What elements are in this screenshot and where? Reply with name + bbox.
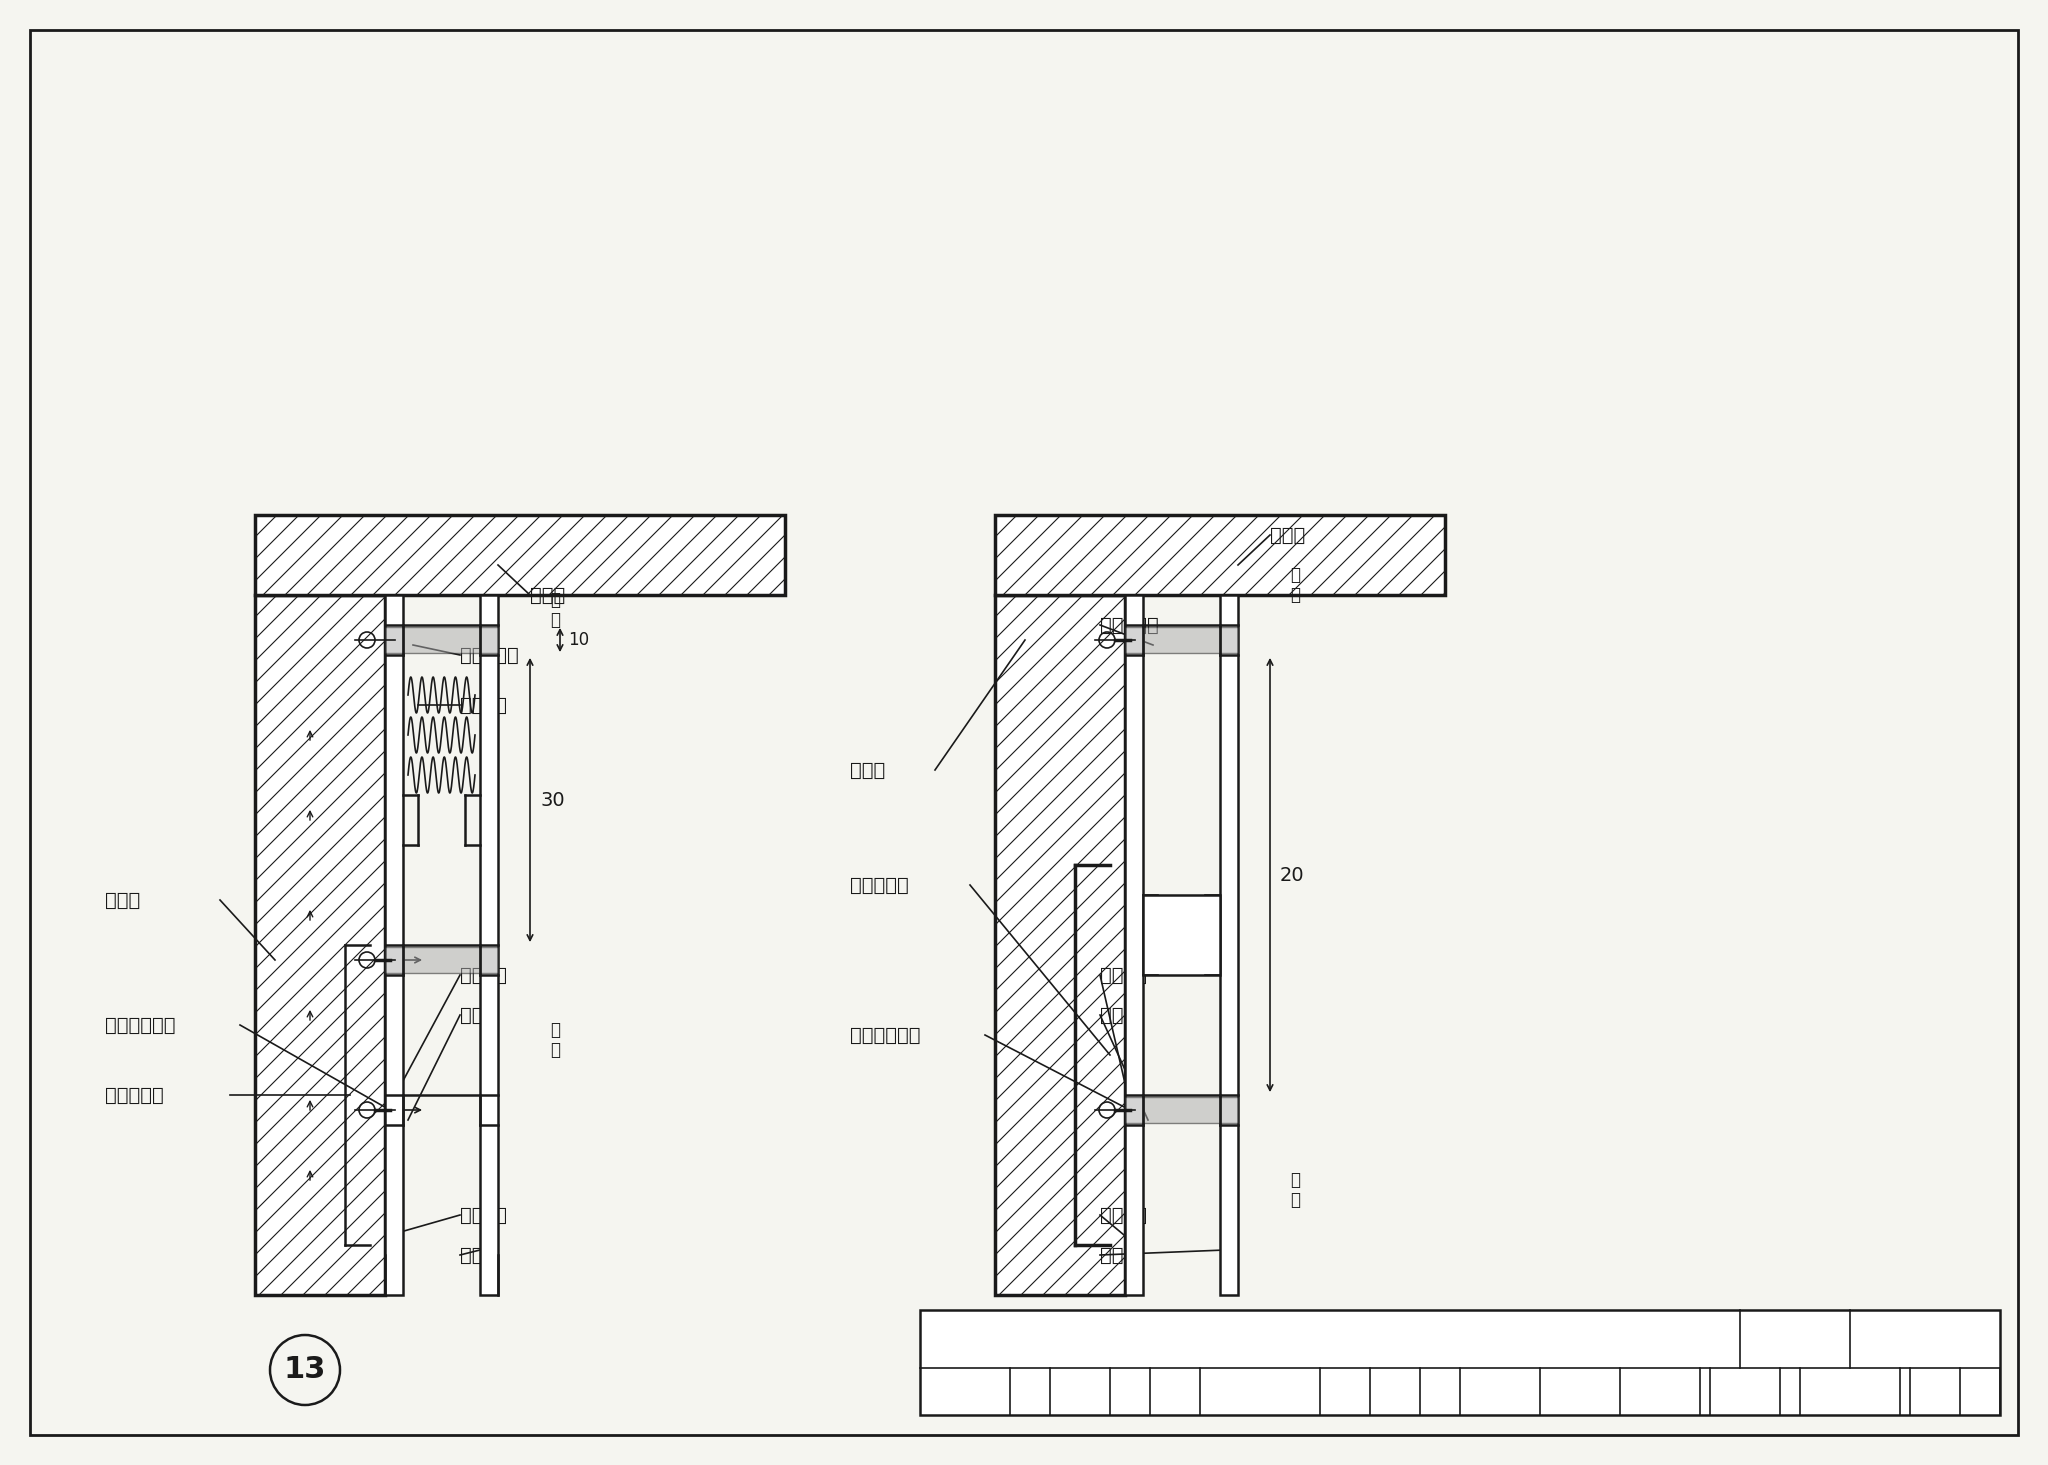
Text: 自攻螺钉: 自攻螺钉 — [461, 965, 508, 984]
Bar — [995, 516, 1446, 595]
Text: 竖龙骨: 竖龙骨 — [1100, 1005, 1135, 1024]
Bar — [256, 516, 784, 595]
Text: 设计: 设计 — [1630, 1384, 1649, 1399]
Text: 自攻螺钉: 自攻螺钉 — [1100, 965, 1147, 984]
Text: 20: 20 — [1968, 1381, 1993, 1401]
Text: 通长隔声带: 通长隔声带 — [461, 646, 518, 665]
Text: 设计: 设计 — [1731, 1383, 1749, 1401]
Text: 加强竖龙骨: 加强竖龙骨 — [104, 1086, 164, 1105]
Text: 硅酸钙板: 硅酸钙板 — [461, 1206, 508, 1225]
Text: 李长发: 李长发 — [1085, 1384, 1114, 1399]
Text: 20: 20 — [1280, 866, 1305, 885]
Text: 嵌缝膏: 嵌缝膏 — [1270, 526, 1305, 545]
Bar — [1124, 627, 1237, 653]
Text: 双层墙板与主体墙、柱连接节点: 双层墙板与主体墙、柱连接节点 — [1180, 1321, 1481, 1357]
Text: 嵌缝膏: 嵌缝膏 — [104, 891, 139, 910]
Bar — [1124, 1097, 1237, 1124]
Text: 金属胀锚螺栓: 金属胀锚螺栓 — [104, 1015, 176, 1034]
Text: 竖龙骨: 竖龙骨 — [461, 1005, 496, 1024]
Text: 03J111-2: 03J111-2 — [1751, 1339, 1839, 1358]
Text: 校对: 校对 — [1360, 1383, 1380, 1401]
Text: 徐畅: 徐畅 — [1470, 1383, 1491, 1401]
Text: 10: 10 — [567, 631, 590, 649]
Bar — [385, 627, 498, 653]
Text: 审核: 审核 — [977, 1384, 993, 1399]
Text: 龙
骨: 龙 骨 — [1290, 565, 1300, 605]
Text: 20: 20 — [1907, 1314, 1942, 1338]
Text: 硅酸钙板: 硅酸钙板 — [1100, 1206, 1147, 1225]
Text: 14: 14 — [1018, 1355, 1061, 1384]
Text: 龙
骨: 龙 骨 — [551, 590, 559, 630]
Text: 李长发: 李长发 — [1085, 1383, 1114, 1401]
Text: 页: 页 — [1974, 1383, 1985, 1401]
Text: 熊火生: 熊火生 — [1825, 1383, 1855, 1401]
Text: 龙
骨: 龙 骨 — [551, 1021, 559, 1059]
Bar — [385, 595, 403, 1295]
Text: 30: 30 — [541, 791, 565, 810]
Text: 龙
骨: 龙 骨 — [1290, 1171, 1300, 1210]
Bar — [1221, 595, 1237, 1295]
Text: 审核: 审核 — [975, 1383, 995, 1401]
Text: 接缝带: 接缝带 — [461, 1245, 496, 1264]
Text: 页: 页 — [1956, 1384, 1964, 1399]
Bar — [1124, 595, 1143, 1295]
Text: 吸声材料: 吸声材料 — [461, 696, 508, 715]
Bar — [256, 595, 385, 1295]
Bar — [920, 1310, 2001, 1415]
Text: 13: 13 — [285, 1355, 326, 1384]
Text: 通长隔声带: 通长隔声带 — [1100, 615, 1159, 634]
Bar — [1143, 895, 1221, 976]
Text: 接缝带: 接缝带 — [1100, 1245, 1135, 1264]
Text: 徐畅: 徐畅 — [1470, 1384, 1489, 1399]
Text: 加强竖龙骨: 加强竖龙骨 — [850, 876, 909, 895]
Text: 图集号: 图集号 — [1780, 1317, 1810, 1335]
Bar — [995, 595, 1124, 1295]
Text: 嵌缝膏: 嵌缝膏 — [850, 760, 885, 779]
Bar — [479, 595, 498, 1295]
Text: 熊火生: 熊火生 — [1747, 1384, 1774, 1399]
Text: 嵌缝膏: 嵌缝膏 — [530, 586, 565, 605]
Text: 金属胀锚螺栓: 金属胀锚螺栓 — [850, 1026, 920, 1045]
Text: 校对: 校对 — [1360, 1384, 1378, 1399]
Bar — [385, 946, 498, 973]
